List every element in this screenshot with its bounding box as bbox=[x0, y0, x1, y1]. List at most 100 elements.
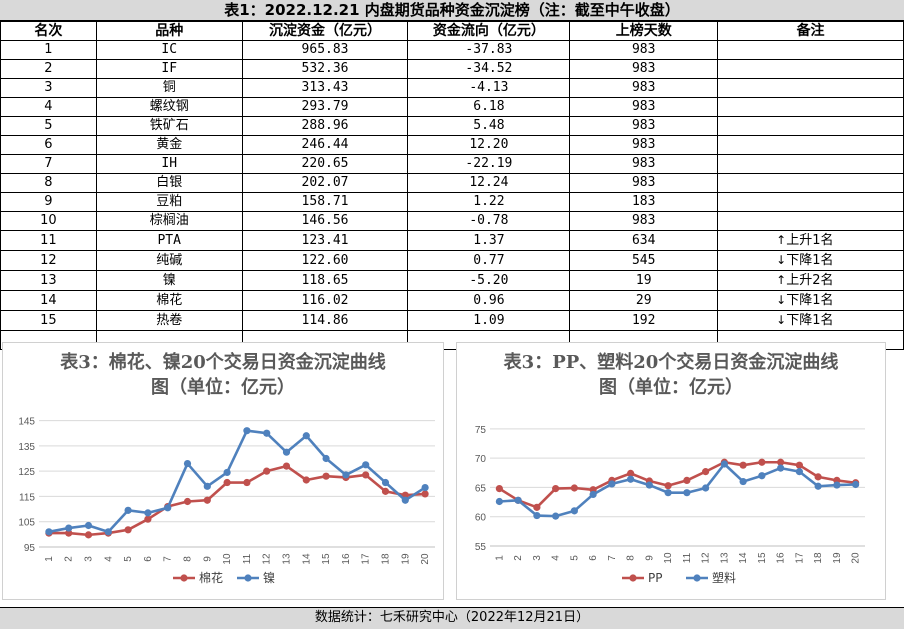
data-point bbox=[65, 524, 73, 532]
legend-swatch-marker bbox=[629, 574, 637, 582]
x-tick-label: 13 bbox=[719, 552, 730, 564]
rank-cell: 10 bbox=[0, 211, 97, 231]
y-tick-label: 125 bbox=[18, 467, 35, 478]
column-header-6: 备注 bbox=[717, 21, 904, 41]
rank-cell: 7 bbox=[0, 154, 97, 174]
x-tick-label: 9 bbox=[202, 556, 213, 562]
data-point bbox=[263, 467, 271, 475]
product-cell: 螺纹钢 bbox=[95, 97, 243, 117]
amount-cell: 116.02 bbox=[241, 290, 409, 311]
column-header-2: 品种 bbox=[95, 21, 243, 41]
rank-cell: 5 bbox=[0, 116, 97, 136]
x-tick-label: 4 bbox=[551, 555, 562, 561]
x-tick-label: 16 bbox=[341, 553, 352, 565]
y-tick-label: 135 bbox=[18, 442, 35, 453]
table-row: 12 纯碱 122.60 0.77 545 ↓下降1名 bbox=[0, 250, 904, 271]
chart-pp-plastic: 表3：PP、塑料20个交易日资金沉淀曲线 图（单位：亿元） 55 60 65 70 75 1 2… bbox=[456, 342, 886, 600]
data-point bbox=[342, 471, 350, 479]
data-point bbox=[495, 497, 503, 506]
flow-cell: -4.13 bbox=[407, 78, 571, 98]
rank-cell: 3 bbox=[0, 78, 97, 98]
note-cell bbox=[717, 173, 904, 193]
data-point bbox=[362, 461, 370, 469]
page-title: 表1：2022.12.21 内盘期货品种资金沉淀榜（注：截至中午收盘） bbox=[0, 0, 904, 21]
x-tick-label: 18 bbox=[813, 552, 824, 564]
data-point bbox=[683, 489, 691, 497]
data-point bbox=[104, 528, 112, 536]
data-point bbox=[570, 507, 578, 515]
rank-cell: 4 bbox=[0, 97, 97, 117]
data-point bbox=[183, 497, 192, 506]
flow-cell: 5.48 bbox=[407, 116, 571, 136]
flow-cell: 6.18 bbox=[407, 97, 571, 117]
data-point bbox=[203, 482, 211, 490]
x-tick-label: 3 bbox=[532, 555, 543, 561]
legend-swatch-marker bbox=[180, 574, 188, 582]
data-point bbox=[203, 496, 211, 504]
amount-cell: 123.41 bbox=[241, 230, 409, 251]
rank-cell: 15 bbox=[0, 310, 97, 331]
column-header-1: 名次 bbox=[0, 21, 97, 41]
amount-cell: 288.96 bbox=[241, 116, 409, 136]
flow-cell: 1.22 bbox=[407, 192, 571, 212]
note-text: 下降1名 bbox=[786, 293, 834, 308]
table-row: 9 豆粕 158.71 1.22 183 bbox=[0, 192, 904, 212]
note-cell bbox=[717, 40, 904, 60]
x-tick-label: 10 bbox=[222, 553, 233, 565]
chart-title-line: 图（单位：亿元） bbox=[151, 376, 295, 398]
data-point bbox=[84, 521, 93, 530]
data-point bbox=[322, 454, 330, 463]
amount-cell: 146.56 bbox=[241, 211, 409, 231]
amount-cell: 293.79 bbox=[241, 97, 409, 117]
amount-cell: 246.44 bbox=[241, 135, 409, 155]
y-tick-label: 70 bbox=[475, 454, 487, 465]
table-row: 2 IF 532.36 -34.52 983 bbox=[0, 59, 904, 79]
data-point bbox=[282, 462, 291, 470]
column-header-5: 上榜天数 bbox=[569, 21, 719, 41]
data-point bbox=[124, 526, 132, 534]
amount-cell: 532.36 bbox=[241, 59, 409, 79]
y-tick-label: 75 bbox=[475, 425, 487, 436]
amount-cell: 965.83 bbox=[241, 40, 409, 60]
x-tick-label: 19 bbox=[832, 552, 843, 564]
data-point bbox=[589, 490, 597, 499]
x-tick-label: 6 bbox=[588, 555, 599, 561]
product-cell: 白银 bbox=[95, 173, 243, 193]
data-point bbox=[795, 461, 803, 469]
note-cell bbox=[717, 135, 904, 155]
amount-cell: 313.43 bbox=[241, 78, 409, 98]
note-cell: ↓下降1名 bbox=[717, 290, 904, 311]
data-point bbox=[852, 480, 860, 489]
rank-cell: 12 bbox=[0, 250, 97, 271]
flow-cell: -37.83 bbox=[407, 40, 571, 60]
note-cell: ↑上升2名 bbox=[717, 270, 904, 291]
x-tick-label: 5 bbox=[569, 555, 580, 561]
amount-cell: 122.60 bbox=[241, 250, 409, 271]
chart-title-line: 表3：棉花、镍20个交易日资金沉淀曲线 bbox=[60, 351, 386, 373]
product-cell: 铁矿石 bbox=[95, 116, 243, 136]
x-tick-label: 2 bbox=[513, 555, 524, 561]
table-row: 8 白银 202.07 12.24 983 bbox=[0, 173, 904, 193]
column-header-3: 沉淀资金（亿元） bbox=[241, 21, 409, 41]
data-point bbox=[777, 464, 785, 472]
data-point bbox=[627, 469, 635, 477]
flow-cell: 12.24 bbox=[407, 173, 571, 193]
data-point bbox=[144, 509, 152, 517]
series-line-2 bbox=[48, 429, 426, 534]
data-point bbox=[401, 496, 409, 504]
data-point bbox=[164, 504, 172, 512]
days-cell: 983 bbox=[569, 135, 719, 155]
note-text: 下降1名 bbox=[786, 253, 834, 268]
flow-cell: 1.37 bbox=[407, 230, 571, 251]
x-tick-label: 16 bbox=[776, 552, 787, 564]
x-tick-label: 14 bbox=[738, 552, 749, 564]
x-tick-label: 3 bbox=[84, 556, 95, 562]
column-header-4: 资金流向（亿元） bbox=[407, 21, 571, 41]
table-row: 1 IC 965.83 -37.83 983 bbox=[0, 40, 904, 60]
data-point bbox=[833, 481, 841, 489]
rank-cell: 9 bbox=[0, 192, 97, 212]
note-cell bbox=[717, 59, 904, 79]
data-point bbox=[183, 459, 192, 468]
data-point bbox=[84, 531, 93, 539]
days-cell: 983 bbox=[569, 97, 719, 117]
